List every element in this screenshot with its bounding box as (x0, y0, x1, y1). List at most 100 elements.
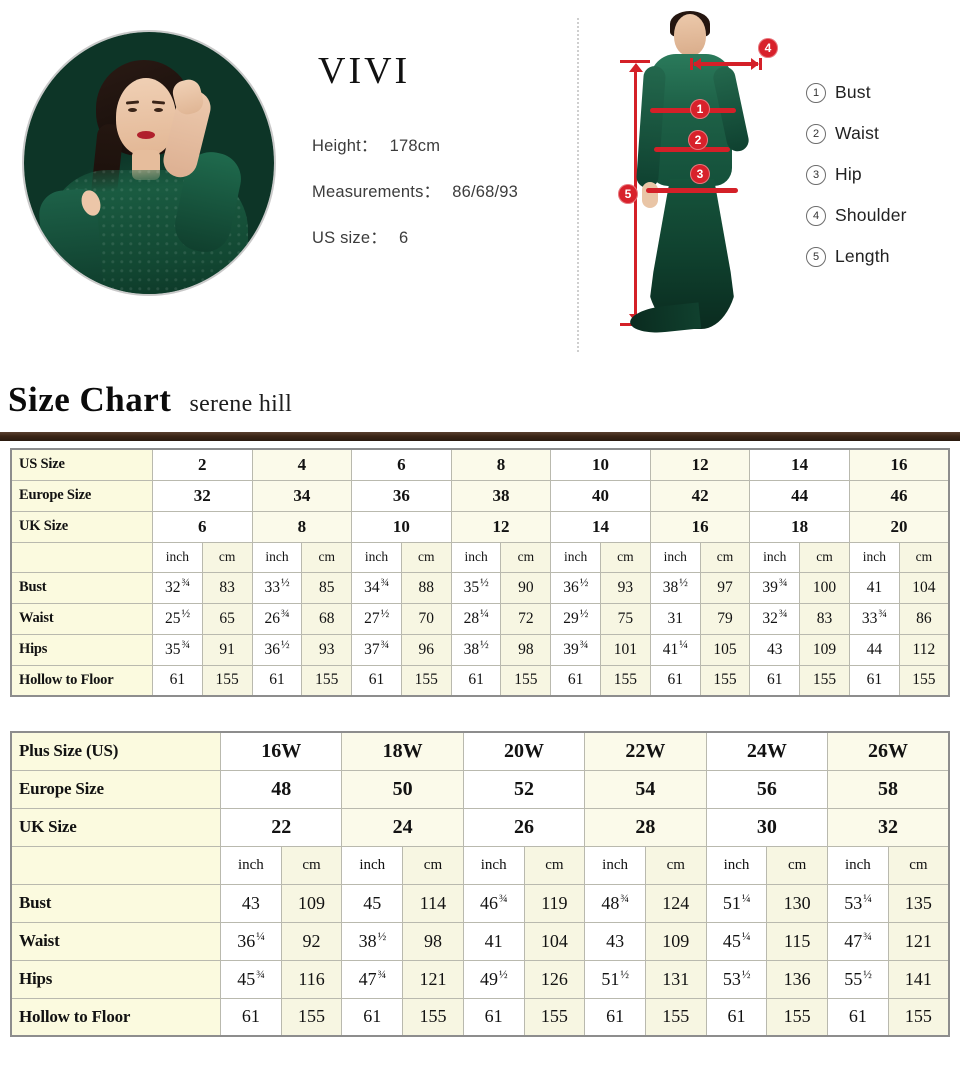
cell-hips-inch-0: 45¾ (220, 959, 282, 999)
vertical-dotted-divider (577, 18, 579, 352)
legend-label-shoulder: Shoulder (835, 205, 907, 225)
row-label-europe: Europe Size (10, 479, 153, 512)
cell-us-3: 8 (450, 448, 552, 481)
length-arrow-top-cap (620, 60, 650, 63)
measurement-diagram: 1 2 3 4 5 (592, 8, 807, 356)
cell-waist-inch-5: 47¾ (827, 921, 889, 961)
model-info-panel: VIVI Height： 178cm Measurements： 86/68/93 … (0, 0, 960, 372)
cell-unit-inch-3: inch (450, 541, 502, 573)
measurements-label: Measurements (312, 183, 424, 201)
cell-hollow-inch-3: 61 (450, 664, 502, 697)
cell-europe-7: 46 (848, 479, 950, 512)
standard-size-table-wrap: US Size 2 4 6 8 10 12 14 16 Europe Size 32 34 36 38 40… (0, 448, 960, 697)
fraction-part: ½ (281, 639, 290, 652)
plus-size-table-wrap: Plus Size (US) 16W 18W 20W 22W 24W 26W Europe S… (0, 731, 960, 1037)
fraction-part: ¼ (480, 608, 489, 621)
cell-waist-cm-1: 68 (301, 602, 353, 635)
cell-bust-inch-5: 38½ (649, 571, 701, 604)
model-ussize-line: US size： 6 (312, 224, 562, 248)
cell-unit-inch-6: inch (749, 541, 801, 573)
fraction-part: ½ (679, 577, 688, 590)
cell-bust-inch-5: 53¼ (827, 883, 889, 923)
cell-bust-inch-4: 36½ (550, 571, 602, 604)
figure-head (674, 14, 706, 56)
cell-waist-inch-6: 32¾ (749, 602, 801, 635)
ussize-value: 6 (398, 229, 409, 247)
fraction-part: ¾ (579, 639, 589, 652)
cell-hollow-cm-4: 155 (766, 997, 829, 1037)
cell-waist-inch-1: 26¾ (251, 602, 303, 635)
cell-hips-inch-3: 38½ (450, 633, 502, 666)
cell-europe-3: 54 (584, 769, 707, 809)
cell-bust-inch-3: 35½ (450, 571, 502, 604)
cell-europe-0: 32 (152, 479, 253, 512)
cell-us-5: 12 (649, 448, 751, 481)
row-label-hips: Hips (10, 633, 153, 666)
shoulder-arrow-left-tip (693, 58, 701, 70)
cell-unit-cm-3: cm (500, 541, 552, 573)
cell-waist-cm-3: 72 (500, 602, 552, 635)
cell-uk-2: 10 (351, 510, 452, 543)
legend-item-length: 5 Length (806, 246, 956, 267)
table-row-hollow: Hollow to Floor 61 155 61 155 61 155 61 155 61 155… (10, 997, 950, 1037)
legend-number-2: 2 (806, 123, 826, 144)
fraction-part: ¾ (620, 892, 629, 905)
cell-unit-cm-6: cm (799, 541, 850, 573)
cell-uk-7: 20 (848, 510, 950, 543)
measurements-value: 86/68/93 (452, 183, 519, 201)
model-eye-right (154, 108, 163, 112)
cell-hips-cm-3: 131 (644, 959, 707, 999)
legend-label-length: Length (835, 246, 890, 266)
cell-waist-inch-4: 45¼ (705, 921, 768, 961)
cell-europe-4: 56 (705, 769, 829, 809)
cell-bust-inch-1: 33½ (251, 571, 303, 604)
cell-unit-inch-7: inch (848, 541, 900, 573)
cell-waist-cm-7: 86 (898, 602, 950, 635)
table-row-us: US Size 2 4 6 8 10 12 14 16 (10, 448, 950, 481)
model-details: VIVI Height： 178cm Measurements： 86/68/93 … (312, 52, 562, 270)
cell-plus-4: 24W (705, 731, 829, 771)
cell-europe-5: 58 (827, 769, 950, 809)
fraction-part: ½ (181, 608, 190, 621)
title-divider-rule (0, 432, 960, 441)
row-label-uk: UK Size (10, 510, 153, 543)
cell-hollow-cm-3: 155 (500, 664, 552, 697)
table-row-uk: UK Size 6 8 10 12 14 16 18 20 (10, 510, 950, 543)
cell-plus-2: 20W (462, 731, 586, 771)
cell-hollow-cm-2: 155 (400, 664, 452, 697)
cell-hips-inch-4: 39¾ (550, 633, 602, 666)
cell-hips-inch-6: 43 (749, 633, 801, 666)
cell-hollow-inch-2: 61 (351, 664, 402, 697)
cell-hips-cm-1: 121 (402, 959, 464, 999)
cell-waist-cm-1: 98 (402, 921, 464, 961)
cell-uk-1: 24 (341, 807, 464, 847)
cell-hips-inch-1: 36½ (251, 633, 303, 666)
row-label-units (10, 845, 221, 885)
cell-bust-inch-3: 48¾ (584, 883, 646, 923)
cell-bust-cm-1: 85 (301, 571, 353, 604)
cell-unit-inch-4: inch (550, 541, 602, 573)
fraction-part: ½ (281, 577, 290, 590)
fraction-part: ½ (380, 608, 390, 621)
fraction-part: ½ (741, 968, 751, 981)
legend-item-shoulder: 4 Shoulder (806, 205, 956, 226)
row-label-uk: UK Size (10, 807, 221, 847)
fraction-part: ¼ (679, 639, 688, 652)
model-lips (137, 131, 155, 139)
row-label-bust: Bust (10, 883, 221, 923)
fraction-part: ¼ (741, 892, 751, 905)
cell-uk-5: 32 (827, 807, 950, 847)
cell-us-6: 14 (749, 448, 850, 481)
cell-plus-0: 16W (219, 731, 343, 771)
cell-plus-1: 18W (341, 731, 464, 771)
legend-number-4: 4 (806, 205, 826, 226)
cell-europe-4: 40 (550, 479, 651, 512)
cell-hollow-inch-5: 61 (649, 664, 701, 697)
fraction-part: ¾ (878, 608, 887, 621)
cell-europe-6: 44 (749, 479, 850, 512)
cell-unit-cm-5: cm (699, 541, 751, 573)
cell-unit-cm-1: cm (301, 541, 353, 573)
height-label: Height (312, 137, 361, 155)
cell-waist-inch-0: 36¼ (220, 921, 282, 961)
cell-waist-cm-5: 79 (699, 602, 751, 635)
